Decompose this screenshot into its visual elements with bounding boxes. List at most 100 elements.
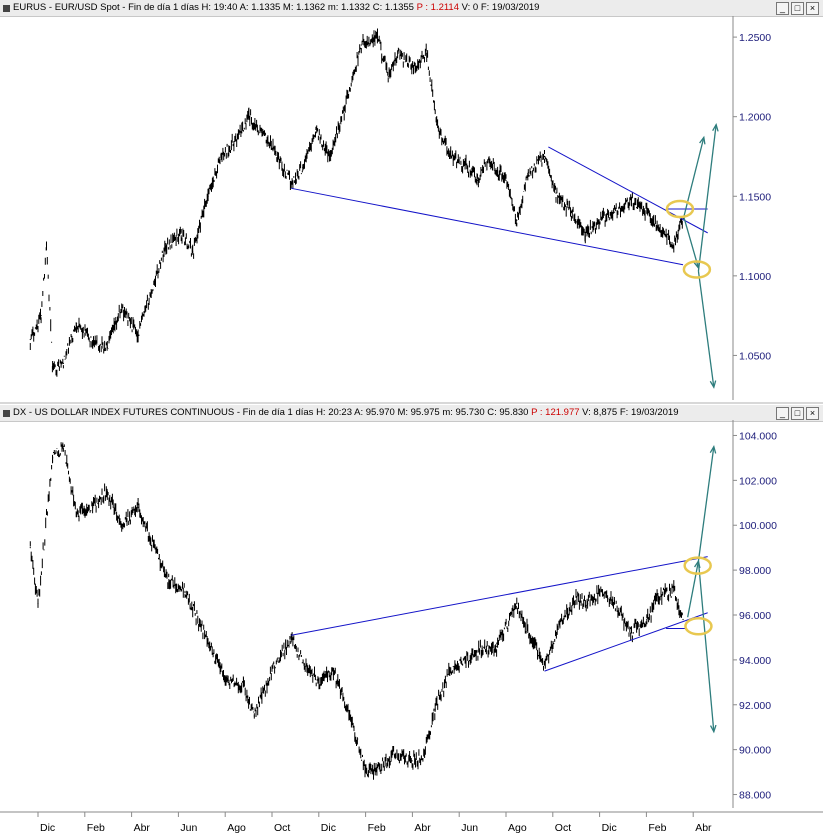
date-label: F: 19/03/2019 [619, 407, 679, 418]
stat-label: M: [282, 2, 294, 13]
y-tick-label: 1.1000 [739, 271, 771, 283]
pane-select-icon[interactable] [3, 5, 10, 12]
data-point [673, 589, 675, 591]
data-point [630, 632, 632, 634]
data-point [527, 171, 529, 173]
arrow-head [712, 122, 719, 132]
data-point [52, 367, 54, 369]
top-pane-header[interactable]: EURUS - EUR/USD Spot - Fin de día 1 días… [0, 0, 823, 17]
stat-label: C: [372, 2, 383, 13]
bottom-pane-header[interactable]: DX - US DOLLAR INDEX FUTURES CONTINUOUS … [0, 405, 823, 422]
dx-plot[interactable]: 104.000 102.000 100.000 98.000 96.000 94.000 9… [29, 420, 777, 808]
data-point [586, 603, 589, 605]
data-point [106, 346, 108, 349]
projection-arrow[interactable] [697, 561, 715, 732]
data-point [290, 636, 292, 639]
stat-value: 95.970 [365, 407, 395, 418]
date-label: F: 19/03/2019 [480, 2, 540, 13]
arrow-head [699, 135, 706, 145]
data-point [543, 663, 546, 665]
data-point [481, 648, 483, 650]
data-point [657, 596, 660, 598]
x-tick-label: Feb [368, 822, 386, 833]
minimize-button[interactable]: _ [776, 2, 789, 15]
y-tick-label: 96.000 [739, 610, 771, 622]
highlight-ellipse[interactable] [665, 199, 695, 219]
data-point [496, 645, 498, 648]
data-point [613, 211, 616, 213]
projection-arrow[interactable] [697, 446, 715, 562]
data-point [394, 753, 396, 755]
projection-arrow[interactable] [697, 270, 715, 388]
data-point [106, 490, 108, 493]
title: US DOLLAR INDEX FUTURES CONTINUOUS [34, 407, 235, 418]
data-point [248, 116, 250, 118]
stat-value: 95.975 [410, 407, 440, 418]
data-point [630, 198, 632, 201]
stat-label: m: [327, 2, 339, 13]
y-tick-label: 1.2500 [739, 32, 771, 44]
data-point [366, 771, 368, 773]
close-button[interactable]: × [806, 2, 819, 15]
p-label: P : 1.2114 [416, 2, 459, 13]
data-point [40, 315, 42, 317]
projection-arrow[interactable] [697, 124, 717, 272]
data-point [673, 243, 675, 245]
maximize-button[interactable]: □ [791, 407, 804, 420]
highlight-ellipse[interactable] [683, 556, 712, 575]
stat-label: H: [201, 2, 212, 13]
x-tick-label: Abr [414, 822, 431, 833]
trendline[interactable] [544, 612, 708, 672]
data-point [411, 760, 413, 762]
data-point [29, 338, 31, 341]
projection-arrow[interactable] [687, 561, 700, 618]
data-point [449, 155, 451, 158]
data-point [227, 681, 229, 683]
period: Fin de día 1 días [128, 2, 199, 13]
eurusd-plot[interactable]: 1.2500 1.2000 1.1500 1.1000 1.0500 [29, 16, 772, 400]
close-button[interactable]: × [806, 407, 819, 420]
data-point [376, 36, 379, 38]
projection-arrow[interactable] [683, 216, 700, 269]
data-point [207, 195, 209, 197]
data-point [599, 591, 601, 594]
stat-label: m: [442, 407, 453, 418]
highlight-ellipse[interactable] [682, 260, 712, 279]
x-tick-label: Oct [555, 822, 571, 833]
stat-value: 1.1362 [296, 2, 326, 13]
data-point [92, 506, 94, 508]
pane-select-icon[interactable] [3, 410, 10, 417]
data-point [360, 44, 362, 46]
highlight-ellipse[interactable] [684, 616, 713, 636]
maximize-button[interactable]: □ [791, 2, 804, 15]
price-bars [29, 442, 683, 780]
data-point [449, 670, 451, 672]
trendline[interactable] [291, 556, 708, 636]
stat-label: H: [316, 407, 326, 418]
x-tick-label: Ago [227, 822, 246, 833]
data-point [184, 591, 186, 594]
v-label: V: 8,875 [582, 407, 618, 418]
bottom-pane-info: DX - US DOLLAR INDEX FUTURES CONTINUOUS … [13, 407, 679, 418]
data-point [37, 603, 39, 605]
data-point [220, 155, 222, 158]
trendline[interactable] [548, 146, 708, 234]
data-point [422, 758, 424, 760]
trendline[interactable] [291, 187, 684, 266]
data-point [52, 457, 54, 459]
data-point [168, 580, 170, 582]
time-axis: Dic Feb Abr Jun Ago Oct Dic Feb Abr Jun Ago Oct Dic F… [0, 811, 823, 833]
projection-arrow[interactable] [683, 137, 705, 218]
minimize-button[interactable]: _ [776, 407, 789, 420]
data-point [290, 182, 292, 185]
data-point [153, 547, 155, 549]
x-tick-label: Oct [274, 822, 290, 833]
x-tick-label: Dic [602, 822, 617, 833]
data-point [543, 155, 546, 158]
data-point [505, 179, 507, 181]
x-tick-label: Dic [40, 822, 55, 833]
y-tick-label: 88.000 [739, 790, 771, 802]
data-point [242, 686, 245, 688]
data-point [192, 251, 194, 253]
